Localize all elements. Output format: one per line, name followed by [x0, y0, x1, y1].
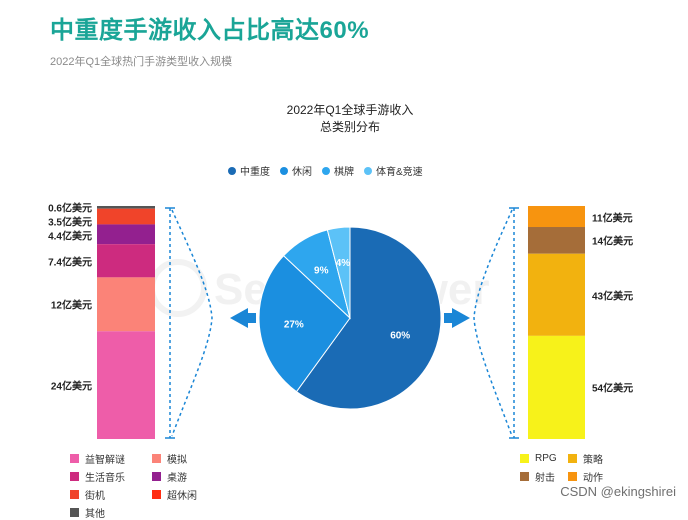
bar-legend-label: 其他	[85, 509, 105, 520]
stack-segment-item-5	[97, 331, 155, 439]
legend-swatch-icon	[70, 454, 79, 463]
stack-segment-item-2	[97, 224, 155, 245]
stack-segment-item-4	[97, 277, 155, 332]
stack-segment-item-2	[528, 253, 585, 336]
pie-legend-item: 体育&竞速	[364, 163, 423, 178]
stack-segment-item-1	[97, 208, 155, 225]
stack-value-label: 12亿美元	[50, 300, 92, 312]
bar-legend-item: RPG	[520, 451, 568, 466]
pie-slice-item-3	[326, 226, 351, 319]
pie-legend-label: 休闲	[292, 167, 312, 178]
bar-legend-item: 模拟	[152, 451, 222, 466]
bar-legend-item: 动作	[568, 469, 628, 484]
bar-legend-label: 生活音乐	[85, 473, 125, 484]
pie-slice-label: 9%	[314, 265, 329, 276]
bar-legend-label: 策略	[583, 455, 603, 466]
legend-dot-icon	[322, 166, 330, 175]
stack-segment-item-1	[528, 227, 585, 254]
pie-legend-item: 中重度	[228, 163, 270, 178]
pie-title-line2: 总类别分布	[319, 120, 380, 134]
connector-lines	[165, 207, 519, 439]
bar-legend-item: 街机	[70, 487, 152, 502]
legend-swatch-icon	[568, 472, 577, 481]
pie-slice-item-0	[295, 226, 442, 410]
bar-legend-label: RPG	[535, 453, 557, 464]
bar-legend-label: 动作	[583, 473, 603, 484]
pie-legend-item: 棋牌	[322, 163, 354, 178]
stack-value-label: 11亿美元	[592, 213, 633, 224]
legend-dot-icon	[228, 166, 236, 175]
stack-value-label: 54亿美元	[592, 383, 634, 395]
pie-slice-item-1	[258, 254, 351, 393]
stack-value-label: 3.5亿美元	[48, 217, 92, 229]
stack-value-label: 14亿美元	[592, 236, 634, 248]
legend-swatch-icon	[520, 454, 529, 463]
legend-swatch-icon	[70, 472, 79, 481]
stack-segment-item-0	[528, 206, 585, 228]
connector-mark	[473, 209, 513, 437]
pie-legend-label: 棋牌	[334, 167, 354, 178]
legend-swatch-icon	[70, 490, 79, 499]
bar-legend-item: 策略	[568, 451, 628, 466]
stack-value-label: 0.6亿美元	[48, 203, 92, 215]
legend-swatch-icon	[520, 472, 529, 481]
legend-dot-icon	[364, 166, 372, 175]
pie-slice-label: 60%	[390, 330, 410, 341]
midcore-legend: RPG 策略射击 动作	[520, 451, 628, 484]
stack-segment-item-0	[97, 206, 155, 209]
page-subhead: 2022年Q1全球热门手游类型收入规模	[50, 56, 233, 68]
stack-segment-item-3	[97, 244, 155, 278]
pie-legend: 中重度 休闲 棋牌 体育&竞速	[228, 163, 423, 178]
pie-slice-label: 27%	[284, 319, 304, 330]
bar-legend-item: 益智解谜	[70, 451, 152, 466]
stack-segment-item-3	[528, 335, 585, 439]
bar-legend-label: 射击	[535, 473, 555, 484]
casual-legend: 益智解谜 模拟生活音乐 桌游街机 超休闲其他	[70, 451, 222, 520]
pie-title-line1: 2022年Q1全球手游收入	[286, 103, 414, 117]
legend-dot-icon	[280, 166, 288, 175]
legend-swatch-icon	[70, 508, 79, 517]
bar-legend-item: 超休闲	[152, 487, 222, 502]
stack-value-label: 24亿美元	[50, 381, 92, 393]
bar-legend-label: 益智解谜	[85, 455, 125, 466]
page-headline: 中重度手游收入占比高达60%	[50, 17, 370, 44]
pie-legend-label: 中重度	[240, 167, 270, 178]
bar-legend-item: 生活音乐	[70, 469, 152, 484]
pie-chart-title: 2022年Q1全球手游收入 总类别分布	[250, 102, 450, 136]
bar-legend-item: 射击	[520, 469, 568, 484]
pie-legend-label: 体育&竞速	[376, 167, 423, 178]
bar-legend-label: 街机	[85, 491, 105, 502]
midcore-stacked-bar	[528, 206, 585, 439]
watermark-logo-icon	[149, 259, 207, 317]
stack-value-label: 7.4亿美元	[48, 257, 92, 269]
legend-swatch-icon	[152, 472, 161, 481]
stack-value-label: 43亿美元	[592, 291, 634, 303]
bar-legend-label: 模拟	[167, 455, 187, 466]
pie-chart: 60% 27% 9% 4%	[258, 226, 442, 410]
casual-stacked-bar	[97, 206, 155, 439]
legend-swatch-icon	[152, 454, 161, 463]
bar-legend-item: 桌游	[152, 469, 222, 484]
pie-legend-item: 休闲	[280, 163, 312, 178]
connector-mark	[171, 209, 213, 437]
legend-swatch-icon	[568, 454, 577, 463]
corner-watermark: CSDN @ekingshirei	[560, 484, 676, 499]
bar-legend-item: 其他	[70, 505, 152, 520]
legend-swatch-icon	[152, 490, 161, 499]
stack-value-label: 4.4亿美元	[48, 231, 92, 243]
pie-slice-label: 4%	[336, 258, 351, 269]
connector-mark	[444, 308, 470, 328]
bar-legend-label: 超休闲	[167, 491, 197, 502]
bar-legend-label: 桌游	[167, 473, 187, 484]
connector-mark	[230, 308, 256, 328]
